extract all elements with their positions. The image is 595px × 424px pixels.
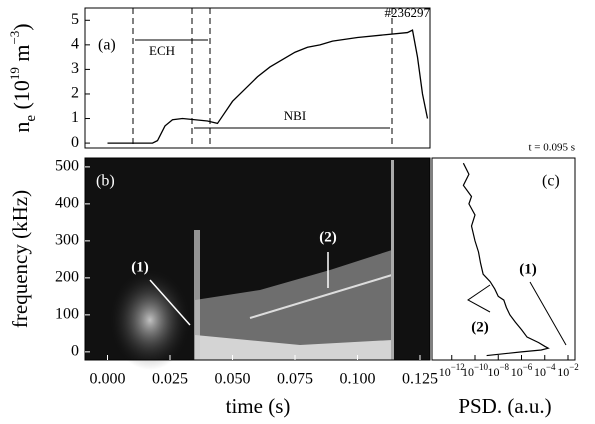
span-arrows (135, 39, 390, 129)
y-axis-label-part: −3 (7, 31, 22, 45)
annotation: NBI (284, 108, 306, 123)
x-tick-label: 10−4 (534, 362, 556, 379)
y-tick-label: 3 (71, 60, 79, 77)
annotation-arrows (467, 281, 567, 346)
spectrogram-feature (391, 160, 394, 360)
x-tick-label: 10−8 (487, 362, 509, 379)
axes-frame (431, 157, 576, 361)
y-tick-label: 300 (55, 232, 79, 249)
dashed-markers (132, 8, 393, 148)
y-tick-label: 200 (55, 269, 79, 286)
y-axis-label-part: e (23, 115, 39, 122)
y-tick-label: 400 (55, 195, 79, 212)
y-tick-label: 100 (55, 306, 79, 323)
annotation: (1) (131, 259, 149, 275)
density-line (107, 29, 429, 144)
x-tick-label: 0.075 (277, 371, 313, 388)
spectrogram-feature (249, 274, 393, 319)
x-axis-label: time (s) (226, 394, 291, 418)
x-tick-label: 0.100 (340, 371, 376, 388)
y-axis-label-part: (10 (9, 80, 34, 115)
annotation: ECH (149, 43, 175, 58)
x-tick-label: 0.000 (90, 371, 126, 388)
annotation: (2) (319, 229, 337, 245)
title: t = 0.095 s (528, 142, 575, 154)
x-tick-exponent: −6 (523, 362, 533, 372)
panel-label: (c) (542, 173, 560, 190)
spectrogram-feature (110, 270, 190, 370)
y-axis-label-part: m (9, 45, 34, 68)
x-tick-label: 10−10 (462, 362, 489, 379)
x-tick-base: 10 (462, 365, 474, 379)
y-tick-label: 500 (55, 158, 79, 175)
y-tick-label: 2 (71, 85, 79, 102)
x-tick-exponent: −2 (569, 362, 579, 372)
x-tick-label: 0.025 (152, 371, 188, 388)
x-tick-exponent: −10 (474, 362, 489, 372)
x-tick-label: 10−6 (511, 362, 533, 379)
x-tick-label: 0.050 (215, 371, 251, 388)
x-tick-label: 0.125 (402, 371, 438, 388)
shot-number: #236297 (385, 5, 431, 20)
y-axis-label: ne (1019 m−3) (7, 23, 39, 132)
y-axis-label-part: 19 (7, 67, 22, 80)
spectrogram-feature (194, 230, 200, 360)
x-tick-exponent: −4 (546, 362, 556, 372)
x-tick-base: 10 (487, 365, 499, 379)
x-tick-exponent: −12 (451, 362, 465, 372)
y-tick-label: 5 (71, 11, 79, 28)
annotation: (1) (519, 261, 537, 277)
axes-frame (84, 7, 431, 149)
x-tick-base: 10 (534, 365, 546, 379)
y-axis-label: frequency (kHz) (8, 190, 32, 328)
x-tick-base: 10 (439, 365, 451, 379)
axes-frame (84, 157, 431, 361)
x-tick-base: 10 (511, 365, 523, 379)
x-tick-exponent: −8 (499, 362, 509, 372)
y-tick-label: 0 (71, 134, 79, 151)
y-axis-label-part: n (9, 122, 34, 133)
spectrogram-feature (195, 335, 392, 360)
y-tick-label: 1 (71, 109, 79, 126)
psd-line (462, 162, 550, 357)
y-tick-label: 0 (71, 343, 79, 360)
x-axis-label: PSD. (a.u.) (458, 394, 551, 418)
annotation: (2) (471, 319, 489, 335)
y-axis-label-part: ) (9, 23, 34, 30)
annotation-arrows (149, 252, 329, 326)
x-tick-base: 10 (557, 365, 569, 379)
x-tick-label: 10−12 (439, 362, 465, 379)
panel-label: (b) (96, 173, 115, 190)
y-tick-label: 4 (71, 36, 79, 53)
x-tick-label: 10−2 (557, 362, 579, 379)
panel-label: (a) (98, 37, 116, 54)
